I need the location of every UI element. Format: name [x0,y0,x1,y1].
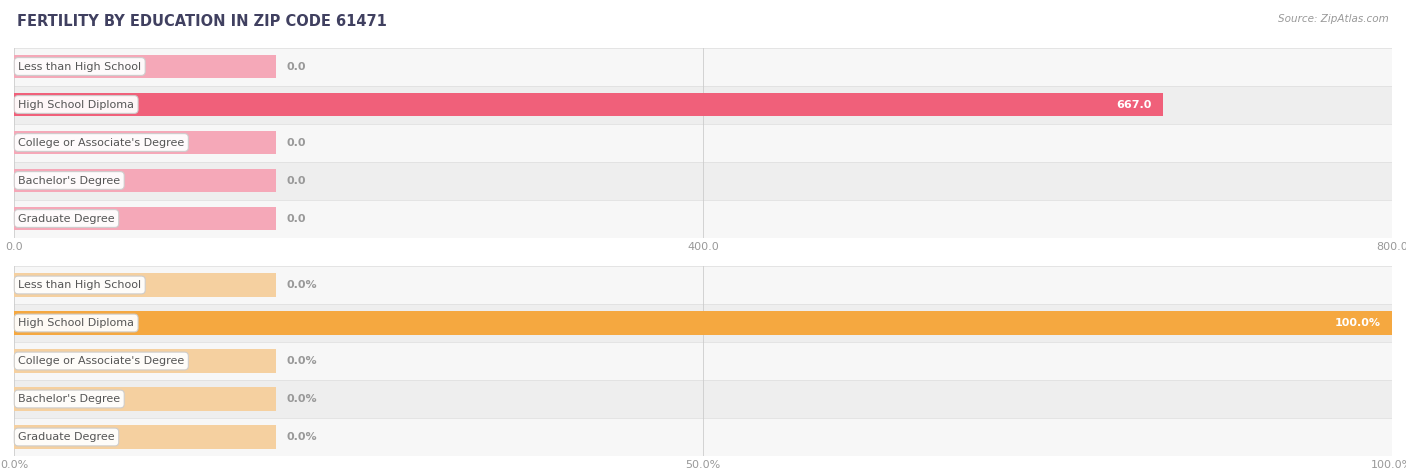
Bar [14,200,1392,238]
Text: 0.0: 0.0 [287,175,307,186]
Bar [14,131,276,154]
Bar [14,380,1392,418]
Text: Less than High School: Less than High School [18,280,142,290]
Bar [14,86,1392,124]
Bar [14,162,1392,199]
Text: 0.0%: 0.0% [287,432,318,442]
Text: Bachelor's Degree: Bachelor's Degree [18,394,121,404]
Text: 0.0%: 0.0% [287,394,318,404]
Text: 0.0%: 0.0% [287,356,318,366]
Bar [14,304,1392,342]
Bar [14,387,276,411]
Text: College or Associate's Degree: College or Associate's Degree [18,137,184,148]
Text: Less than High School: Less than High School [18,61,142,72]
Bar [14,311,1392,335]
Text: Graduate Degree: Graduate Degree [18,213,115,224]
Bar [14,349,276,373]
Bar [14,93,1163,116]
Bar [14,273,276,297]
Text: 0.0: 0.0 [287,61,307,72]
Bar [14,124,1392,162]
Bar [14,48,1392,86]
Text: Source: ZipAtlas.com: Source: ZipAtlas.com [1278,14,1389,24]
Text: 0.0%: 0.0% [287,280,318,290]
Bar [14,55,276,78]
Bar [14,342,1392,380]
Bar [14,418,1392,456]
Bar [14,266,1392,304]
Bar [14,425,276,449]
Text: FERTILITY BY EDUCATION IN ZIP CODE 61471: FERTILITY BY EDUCATION IN ZIP CODE 61471 [17,14,387,29]
Text: 667.0: 667.0 [1116,99,1152,110]
Text: 100.0%: 100.0% [1334,318,1381,328]
Text: High School Diploma: High School Diploma [18,99,134,110]
Text: 0.0: 0.0 [287,137,307,148]
Bar [14,207,276,230]
Text: College or Associate's Degree: College or Associate's Degree [18,356,184,366]
Bar [14,169,276,192]
Text: Bachelor's Degree: Bachelor's Degree [18,175,121,186]
Text: Graduate Degree: Graduate Degree [18,432,115,442]
Text: High School Diploma: High School Diploma [18,318,134,328]
Text: 0.0: 0.0 [287,213,307,224]
